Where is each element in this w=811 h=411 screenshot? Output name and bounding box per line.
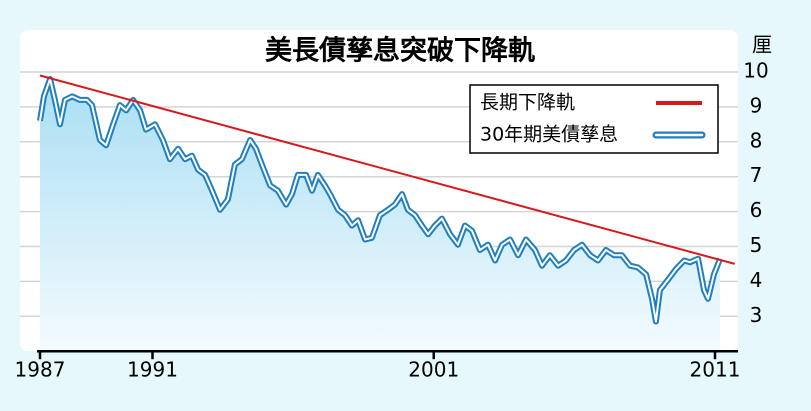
series-line-inner bbox=[39, 78, 722, 323]
y-tick-label: 6 bbox=[750, 198, 763, 222]
legend-label: 30年期美債孳息 bbox=[480, 124, 618, 146]
legend-box bbox=[469, 84, 719, 154]
legend: 長期下降軌 30年期美債孳息 bbox=[469, 84, 719, 154]
x-tick-label: 2011 bbox=[690, 358, 741, 382]
x-tick-label: 1987 bbox=[15, 358, 66, 382]
y-tick-label: 3 bbox=[750, 303, 763, 327]
y-tick-label: 7 bbox=[750, 163, 763, 187]
y-tick-label: 10 bbox=[743, 58, 768, 82]
chart-title: 美長債孳息突破下降軌 bbox=[265, 35, 535, 67]
trend-line bbox=[39, 74, 735, 265]
y-tick-label: 9 bbox=[750, 93, 763, 117]
x-tick-label: 1991 bbox=[127, 358, 178, 382]
x-tick-label: 2001 bbox=[408, 358, 459, 382]
axes: 3 4 5 6 7 8 9 10 1987 1991 2001 2011 bbox=[15, 58, 769, 381]
y-tick-label: 8 bbox=[750, 128, 763, 152]
marks bbox=[37, 74, 735, 352]
y-tick-label: 5 bbox=[750, 233, 763, 257]
y-axis-unit: 厘 bbox=[752, 33, 772, 57]
y-tick-label: 4 bbox=[750, 268, 763, 292]
legend-label: 長期下降軌 bbox=[480, 92, 575, 114]
